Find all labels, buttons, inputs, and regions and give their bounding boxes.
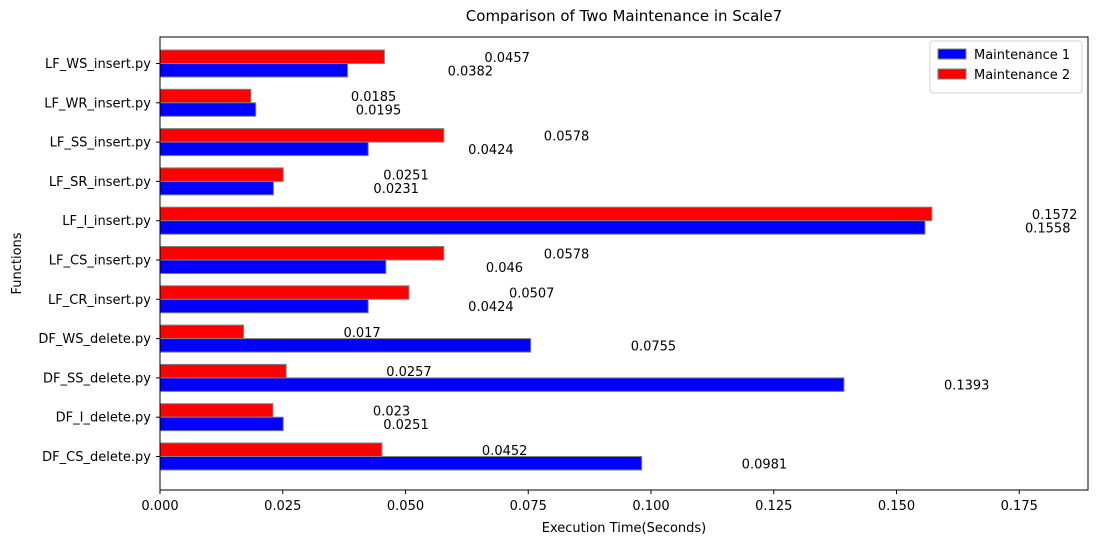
chart-title: Comparison of Two Maintenance in Scale7	[466, 7, 782, 25]
data-label-maintenance-2-df-cs-delete-py: 0.0452	[482, 444, 528, 459]
y-tick-label-lf-cr-insert-py: LF_CR_insert.py	[48, 293, 151, 308]
y-axis-title: Functions	[10, 232, 25, 294]
data-label-maintenance-1-lf-wr-insert-py: 0.0195	[356, 104, 402, 119]
data-label-maintenance-1-df-cs-delete-py: 0.0981	[742, 457, 788, 472]
y-tick-label-df-ss-delete-py: DF_SS_delete.py	[43, 371, 151, 386]
bar-maintenance-1-df-ss-delete-py	[159, 377, 845, 392]
bar-maintenance-1-lf-ss-insert-py	[159, 141, 369, 157]
bar-maintenance-2-lf-cr-insert-py	[159, 285, 410, 300]
x-axis: 0.000 0.025 0.050 0.075 0.100 0.125 0.150 0.175	[141, 490, 1038, 514]
x-tick-label-4: 0.100	[632, 499, 669, 514]
bar-maintenance-1-lf-cs-insert-py	[159, 259, 387, 274]
bar-maintenance-2-lf-cs-insert-py	[159, 246, 445, 261]
data-label-maintenance-2-lf-ss-insert-py: 0.0578	[544, 129, 590, 144]
bar-maintenance-1-df-cs-delete-py	[159, 456, 643, 471]
bar-maintenance-1-lf-ws-insert-py	[159, 63, 349, 78]
data-label-maintenance-2-lf-wr-insert-py: 0.0185	[351, 90, 397, 105]
plot-frame	[159, 36, 1089, 491]
data-label-maintenance-1-lf-i-insert-py: 0.1558	[1025, 221, 1071, 236]
data-label-maintenance-1-lf-cs-insert-py: 0.046	[486, 261, 523, 276]
x-tick-label-7: 0.175	[1001, 499, 1038, 514]
bar-maintenance-2-lf-sr-insert-py	[159, 167, 284, 182]
bar-maintenance-2-df-ws-delete-py	[159, 324, 244, 340]
y-tick-label-lf-i-insert-py: LF_I_insert.py	[62, 214, 151, 229]
legend-box	[929, 40, 1083, 94]
data-label-maintenance-1-lf-ws-insert-py: 0.0382	[448, 64, 494, 79]
bar-maintenance-1-lf-wr-insert-py	[159, 102, 257, 117]
y-tick-label-lf-ws-insert-py: LF_WS_insert.py	[45, 57, 151, 72]
data-label-maintenance-1-lf-ss-insert-py: 0.0424	[468, 143, 514, 158]
bar-maintenance-2-df-cs-delete-py	[159, 442, 383, 457]
data-label-maintenance-1-df-ws-delete-py: 0.0755	[631, 339, 677, 354]
data-label-maintenance-2-lf-cr-insert-py: 0.0507	[509, 287, 555, 302]
data-label-maintenance-2-df-i-delete-py: 0.023	[373, 404, 410, 419]
bar-maintenance-2-df-ss-delete-py	[159, 363, 287, 379]
y-tick-label-lf-sr-insert-py: LF_SR_insert.py	[49, 175, 151, 190]
x-tick-label-1: 0.025	[264, 499, 301, 514]
legend-label-maintenance-1: Maintenance 1	[974, 48, 1070, 63]
y-tick-label-lf-wr-insert-py: LF_WR_insert.py	[44, 96, 151, 111]
data-label-maintenance-2-df-ss-delete-py: 0.0257	[386, 365, 432, 380]
y-tick-label-lf-cs-insert-py: LF_CS_insert.py	[49, 254, 151, 269]
bar-maintenance-2-lf-i-insert-py	[159, 206, 933, 222]
bar-maintenance-1-df-i-delete-py	[159, 416, 284, 432]
y-axis: LF_WS_insert.py LF_WR_insert.py LF_SS_inse…	[38, 57, 160, 465]
y-tick-label-df-cs-delete-py: DF_CS_delete.py	[42, 450, 151, 465]
legend: Maintenance 1 Maintenance 2	[929, 40, 1083, 94]
bar-maintenance-2-df-i-delete-py	[159, 403, 274, 418]
data-label-maintenance-2-lf-ws-insert-py: 0.0457	[484, 51, 530, 66]
legend-swatch-maintenance-2	[937, 68, 967, 80]
bar-maintenance-1-lf-cr-insert-py	[159, 298, 369, 314]
x-axis-title: Execution Time(Seconds)	[542, 521, 707, 536]
x-tick-label-0: 0.000	[141, 499, 178, 514]
x-tick-label-6: 0.150	[878, 499, 915, 514]
data-label-maintenance-2-lf-cs-insert-py: 0.0578	[544, 247, 590, 262]
bar-maintenance-1-lf-i-insert-py	[159, 220, 926, 235]
x-tick-label-2: 0.050	[387, 499, 424, 514]
bar-maintenance-1-lf-sr-insert-py	[159, 180, 274, 196]
y-tick-label-df-i-delete-py: DF_I_delete.py	[56, 411, 152, 426]
data-label-maintenance-2-df-ws-delete-py: 0.017	[343, 326, 380, 341]
data-label-maintenance-1-lf-cr-insert-py: 0.0424	[468, 300, 514, 315]
bar-maintenance-2-lf-ss-insert-py	[159, 128, 445, 143]
y-tick-label-df-ws-delete-py: DF_WS_delete.py	[38, 332, 151, 347]
data-label-maintenance-2-lf-i-insert-py: 0.1572	[1032, 208, 1078, 223]
legend-swatch-maintenance-1	[937, 48, 967, 60]
y-tick-label-lf-ss-insert-py: LF_SS_insert.py	[50, 136, 152, 151]
data-label-maintenance-1-lf-sr-insert-py: 0.0231	[373, 182, 419, 197]
data-label-maintenance-1-df-ss-delete-py: 0.1393	[944, 379, 990, 394]
bar-maintenance-2-lf-wr-insert-py	[159, 88, 252, 104]
legend-label-maintenance-2: Maintenance 2	[974, 68, 1070, 83]
data-label-maintenance-2-lf-sr-insert-py: 0.0251	[383, 169, 429, 184]
data-label-maintenance-1-df-i-delete-py: 0.0251	[383, 418, 429, 433]
x-tick-label-5: 0.125	[755, 499, 792, 514]
bar-maintenance-2-lf-ws-insert-py	[159, 49, 385, 64]
x-tick-label-3: 0.075	[510, 499, 547, 514]
